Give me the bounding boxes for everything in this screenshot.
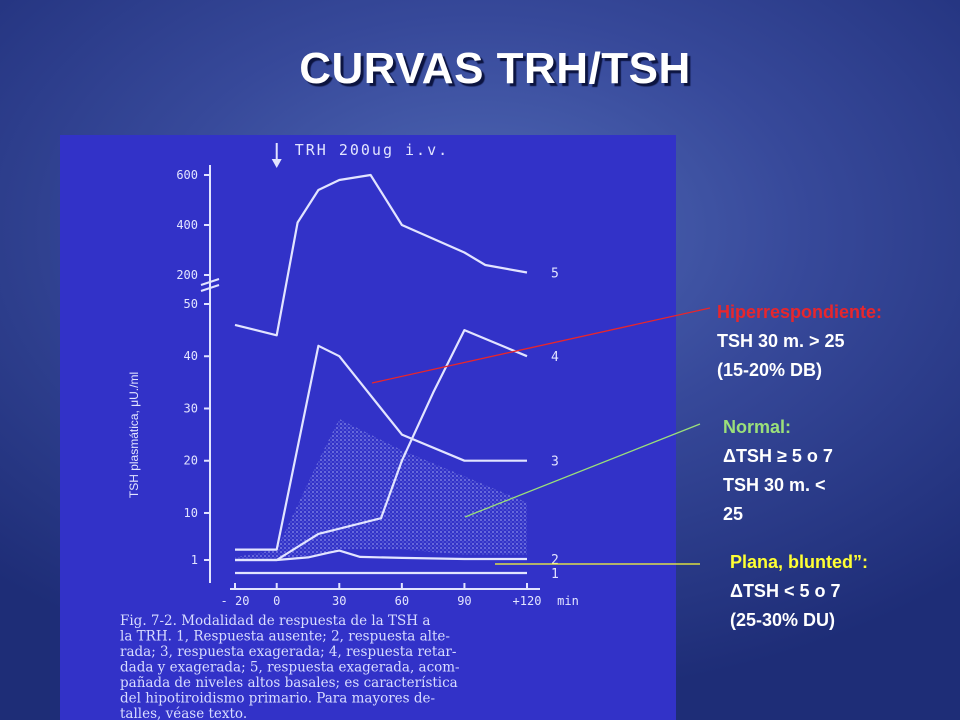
callout-hiper-head: Hiperrespondiente: [717, 302, 883, 322]
trh-arrow-head [271, 159, 282, 168]
series-3-line [235, 344, 527, 551]
page-title: CURVAS TRH/TSH [299, 44, 691, 93]
figure-caption-line: del hipotiroidismo primario. Para mayore… [120, 691, 435, 707]
x-tick-label: 90 [457, 594, 471, 608]
series-2-line [235, 549, 527, 562]
figure-caption-line: la TRH. 1, Respuesta ausente; 2, respues… [120, 629, 450, 645]
callout-normal: Normal: ΔTSH ≥ 5 o 7 TSH 30 m. < 25 [723, 413, 833, 529]
y-tick-label: 600 [176, 168, 198, 182]
trh-annotation: TRH 200ug i.v. [295, 141, 449, 159]
x-tick-label: 60 [395, 594, 409, 608]
y-tick-label: 400 [176, 218, 198, 232]
callout-hiper-line: (15-20% DB) [717, 360, 823, 380]
figure-caption-line: Fig. 7-2. Modalidad de respuesta de la T… [120, 613, 430, 629]
y-tick-label: 40 [184, 349, 198, 363]
chart-figure: 1 10 20 30 40 50 200 400 600 TSH plasmática, μU./… [60, 135, 676, 720]
y-tick-label: 10 [184, 506, 198, 520]
x-axis-label: min [557, 594, 579, 608]
callout-normal-line: 25 [723, 504, 744, 524]
callout-plana-head: Plana, blunted”: [730, 552, 869, 572]
callout-normal-head: Normal: [723, 417, 792, 437]
figure-caption-line: pañada de niveles altos basales; es cara… [120, 675, 458, 691]
callout-normal-line: TSH 30 m. < [723, 475, 826, 495]
x-tick-label: +120 [513, 594, 542, 608]
series-5-line [234, 173, 528, 337]
figure-caption-line: dada y exagerada; 5, respuesta exagerada… [120, 660, 460, 676]
x-tick-label: - 20 [221, 594, 250, 608]
axis-break-mark [200, 278, 220, 292]
y-tick-label: 1 [191, 553, 198, 567]
series-4-label: 4 [551, 350, 559, 365]
x-tick-label: 0 [273, 594, 280, 608]
y-tick-label: 50 [184, 297, 198, 311]
series-2-label: 2 [551, 553, 559, 568]
callout-plana: Plana, blunted”: ΔTSH < 5 o 7 (25-30% DU… [730, 548, 868, 635]
callout-plana-line: (25-30% DU) [730, 610, 836, 630]
series-5-label: 5 [551, 267, 559, 282]
callout-hiper-line: TSH 30 m. > 25 [717, 331, 845, 351]
x-tick-label: 30 [332, 594, 346, 608]
callout-normal-line: ΔTSH ≥ 5 o 7 [723, 446, 833, 466]
y-tick-label: 200 [176, 268, 198, 282]
callout-plana-line: ΔTSH < 5 o 7 [730, 581, 841, 601]
y-tick-label: 20 [184, 454, 198, 468]
y-tick-label: 30 [184, 401, 198, 415]
figure-caption-line: talles, véase texto. [120, 706, 247, 720]
normal-range-band [235, 418, 527, 559]
y-axis-label: TSH plasmática, μU./ml [127, 372, 141, 498]
figure-caption-line: rada; 3, respuesta exagerada; 4, respues… [120, 644, 456, 660]
series-3-label: 3 [551, 455, 559, 470]
callout-hiperrespondiente: Hiperrespondiente: TSH 30 m. > 25 (15-20… [717, 298, 882, 385]
series-1-label: 1 [551, 567, 559, 582]
